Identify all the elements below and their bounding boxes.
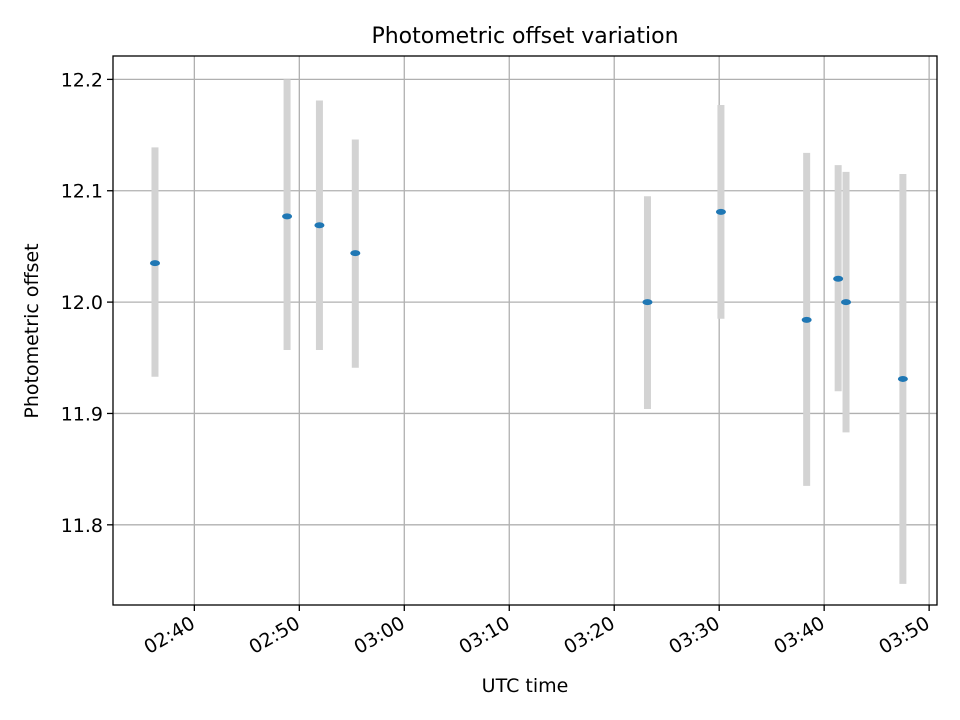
y-tick-label: 12.2 xyxy=(61,69,103,91)
y-axis-label: Photometric offset xyxy=(21,243,43,418)
chart-title: Photometric offset variation xyxy=(371,24,678,49)
data-point xyxy=(350,250,361,257)
x-axis-label: UTC time xyxy=(482,675,569,697)
data-point xyxy=(314,222,325,229)
data-point xyxy=(282,213,293,220)
y-tick-label: 11.8 xyxy=(61,515,103,537)
plot-frame xyxy=(112,55,938,606)
y-axis: 11.8 11.9 12.0 12.1 12.2 xyxy=(61,69,113,537)
data-point xyxy=(833,275,844,282)
y-tick-label: 12.1 xyxy=(61,181,103,203)
data-point xyxy=(801,316,812,323)
data-point xyxy=(841,299,852,306)
data-point xyxy=(149,260,160,267)
data-points xyxy=(149,208,908,382)
y-tick-label: 11.9 xyxy=(61,403,103,425)
y-tick-label: 12.0 xyxy=(61,292,103,314)
data-point xyxy=(642,299,653,306)
data-point xyxy=(715,208,726,215)
data-point xyxy=(897,375,908,382)
